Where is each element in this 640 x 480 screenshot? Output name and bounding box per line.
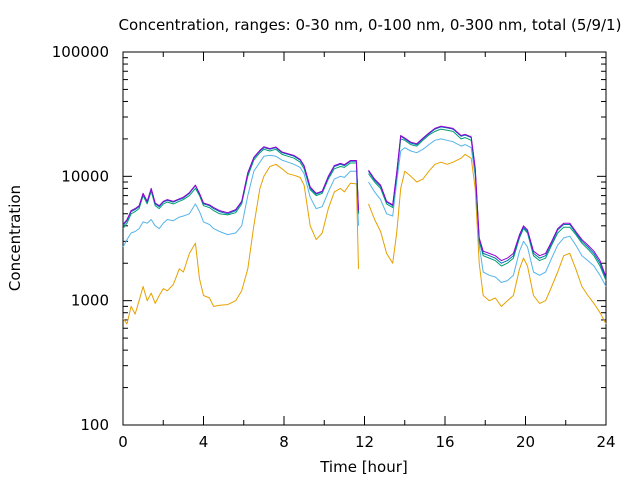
- y-tick-label: 100: [80, 416, 109, 434]
- series-line-8: [122, 146, 359, 225]
- y-axis-label: Concentration: [6, 185, 24, 291]
- y-tick-label: 100000: [52, 43, 109, 61]
- series-line-6: [122, 147, 359, 227]
- series-line-3: [368, 138, 607, 287]
- x-tick-label: 24: [596, 433, 615, 451]
- series-line-9: [368, 125, 607, 278]
- series-line-0: [122, 163, 359, 325]
- x-tick-label: 16: [435, 433, 454, 451]
- series-line-2: [122, 154, 359, 248]
- chart-title: Concentration, ranges: 0-30 nm, 0-100 nm…: [119, 16, 622, 34]
- x-tick-label: 4: [199, 433, 209, 451]
- x-tick-label: 8: [279, 433, 289, 451]
- x-tick-label: 0: [118, 433, 128, 451]
- series-line-4: [122, 148, 359, 229]
- series-layer: [122, 125, 607, 325]
- x-tick-label: 12: [355, 433, 374, 451]
- plot-frame: [122, 51, 607, 426]
- x-axis-label: Time [hour]: [319, 458, 408, 476]
- series-line-1: [368, 153, 607, 325]
- y-tick-label: 10000: [61, 167, 109, 185]
- axis-ticks: 0 4 8 12 16 20 24 100 1000 10000 100000: [52, 43, 616, 451]
- y-tick-label: 1000: [71, 292, 109, 310]
- series-line-5: [368, 128, 607, 281]
- x-tick-label: 20: [516, 433, 535, 451]
- series-line-7: [368, 126, 607, 279]
